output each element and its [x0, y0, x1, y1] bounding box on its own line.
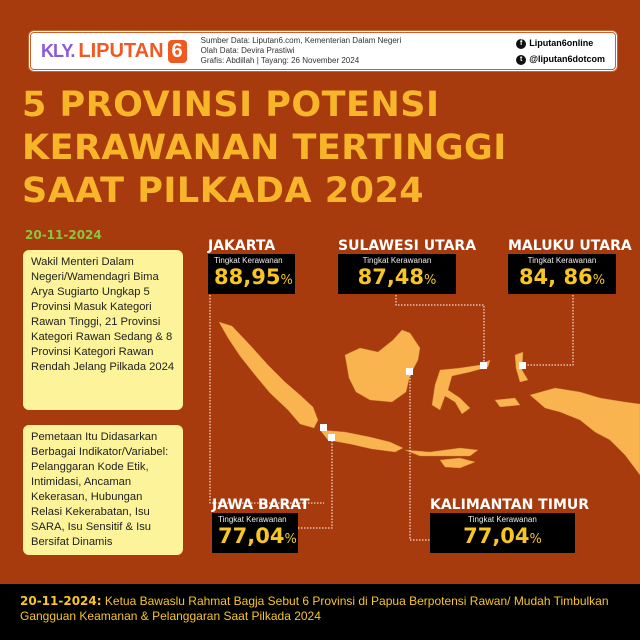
- island-maluku: [494, 397, 521, 408]
- connector-jabar: [298, 438, 333, 529]
- value-label: Tingkat Kerawanan: [527, 256, 597, 265]
- value-label: Tingkat Kerawanan: [214, 256, 283, 265]
- connector-sulut: [395, 292, 485, 365]
- value: 77,04: [218, 524, 285, 548]
- unit: %: [424, 273, 437, 288]
- province-sulawesi-utara: SULAWESI UTARA Tingkat Kerawanan 87,48%: [338, 238, 476, 294]
- marker-jakarta: [320, 424, 327, 431]
- value: 84, 86: [518, 265, 593, 289]
- marker-kaltim: [406, 368, 413, 375]
- note-box: Pemetaan Itu Didasarkan Berbagai Indikat…: [23, 425, 183, 555]
- unit: %: [280, 273, 293, 288]
- island-papua: [529, 387, 640, 476]
- source-credit: Sumber Data: Liputan6.com, Kementerian D…: [200, 36, 402, 45]
- island-kalimantan: [344, 329, 421, 403]
- title-line: KERAWANAN TERTINGGI: [22, 128, 507, 168]
- island-sulawesi: [431, 359, 491, 415]
- credits: Sumber Data: Liputan6.com, Kementerian D…: [201, 36, 402, 66]
- value-box: Tingkat Kerawanan 77,04%: [212, 513, 298, 553]
- province-maluku-utara: MALUKU UTARA Tingkat Kerawanan 84, 86%: [508, 238, 632, 294]
- facebook-handle: Liputan6online: [529, 38, 594, 48]
- connector-jakarta: [209, 292, 324, 504]
- page-title: 5 PROVINSI POTENSI KERAWANAN TERTINGGI S…: [22, 84, 507, 213]
- header-banner: KLY. LIPUTAN 6 Sumber Data: Liputan6.com…: [28, 30, 618, 72]
- brand-six: 6: [167, 39, 187, 63]
- title-line: 5 PROVINSI POTENSI: [22, 85, 440, 125]
- value-box: Tingkat Kerawanan 84, 86%: [508, 254, 616, 294]
- province-name: SULAWESI UTARA: [338, 238, 477, 254]
- island-nusa-tenggara: [404, 447, 479, 457]
- marker-sulut: [480, 362, 487, 369]
- value-box: Tingkat Kerawanan 77,04%: [430, 513, 575, 553]
- social-links: f Liputan6online t @liputan6dotcom: [516, 35, 605, 67]
- bottom-news-bar: 20-11-2024: Ketua Bawaslu Rahmat Bagja S…: [0, 584, 640, 640]
- value: 87,48: [357, 265, 425, 289]
- province-name: JAWA BARAT: [212, 497, 310, 513]
- marker-malut: [519, 362, 526, 369]
- kly-logo-text: KLY.: [41, 40, 75, 61]
- facebook-icon: f: [516, 38, 527, 49]
- marker-jabar: [328, 434, 335, 441]
- connector-kaltim: [409, 372, 432, 541]
- unit: %: [592, 273, 606, 288]
- twitter-icon: t: [516, 54, 527, 65]
- value: 88,95: [214, 265, 281, 289]
- value-box: Tingkat Kerawanan 87,48%: [338, 254, 456, 294]
- island-timor: [439, 457, 476, 469]
- connector-malut: [524, 292, 574, 366]
- liputan6-logo: KLY. LIPUTAN 6: [41, 39, 187, 63]
- value-box: Tingkat Kerawanan 88,95%: [208, 254, 295, 294]
- brand-text: LIPUTAN: [78, 39, 164, 62]
- unit: %: [529, 532, 542, 547]
- province-kalimantan-timur: KALIMANTAN TIMUR Tingkat Kerawanan 77,04%: [430, 497, 589, 553]
- value-label: Tingkat Kerawanan: [468, 515, 537, 524]
- value-label: Tingkat Kerawanan: [362, 256, 432, 265]
- bottom-text: Ketua Bawaslu Rahmat Bagja Sebut 6 Provi…: [20, 594, 609, 623]
- graphic-credit: Grafis: Abdillah | Tayang: 26 November 2…: [200, 56, 360, 65]
- unit: %: [284, 532, 297, 547]
- island-java: [319, 429, 404, 453]
- province-name: KALIMANTAN TIMUR: [430, 497, 590, 513]
- value-label: Tingkat Kerawanan: [218, 515, 287, 524]
- province-name: MALUKU UTARA: [508, 238, 632, 254]
- title-line: SAAT PILKADA 2024: [22, 171, 425, 211]
- date-label: 20-11-2024: [25, 228, 102, 242]
- bottom-date: 20-11-2024:: [20, 594, 102, 608]
- data-credit: Olah Data: Devira Prastiwi: [200, 46, 295, 55]
- twitter-handle: @liputan6dotcom: [529, 54, 605, 64]
- note-box: Wakil Menteri Dalam Negeri/Wamendagri Bi…: [23, 250, 183, 410]
- province-name: JAKARTA: [208, 238, 276, 254]
- social-facebook[interactable]: f Liputan6online: [516, 35, 605, 51]
- province-jakarta: JAKARTA Tingkat Kerawanan 88,95%: [208, 238, 295, 294]
- province-jawa-barat: JAWA BARAT Tingkat Kerawanan 77,04%: [212, 497, 310, 553]
- value: 77,04: [463, 524, 530, 548]
- island-sumatra: [218, 321, 319, 429]
- social-twitter[interactable]: t @liputan6dotcom: [516, 51, 605, 67]
